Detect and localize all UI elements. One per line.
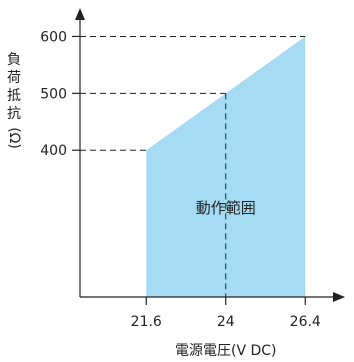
y-axis-title: 負 荷 抵 抗 (Ω) — [6, 52, 22, 149]
operating-range-label: 動作範囲 — [196, 199, 256, 217]
x-tick-label-24: 24 — [217, 314, 235, 330]
x-axis-arrow — [333, 292, 345, 302]
y-axis-title-char: 荷 — [7, 70, 21, 86]
y-axis-arrow — [75, 8, 85, 20]
x-axis-title: 電源電圧(V DC) — [175, 343, 277, 359]
y-tick-label-600: 600 — [40, 29, 67, 45]
y-axis-title-char: 負 — [7, 52, 21, 68]
y-axis-title-char: 抗 — [7, 106, 21, 122]
y-tick-label-500: 500 — [40, 86, 67, 102]
y-tick-label-400: 400 — [40, 143, 67, 159]
x-tick-label-26-4: 26.4 — [290, 314, 321, 330]
y-axis-title-char: (Ω) — [6, 127, 22, 149]
x-tick-label-21-6: 21.6 — [131, 314, 162, 330]
y-axis-title-char: 抵 — [7, 88, 21, 104]
